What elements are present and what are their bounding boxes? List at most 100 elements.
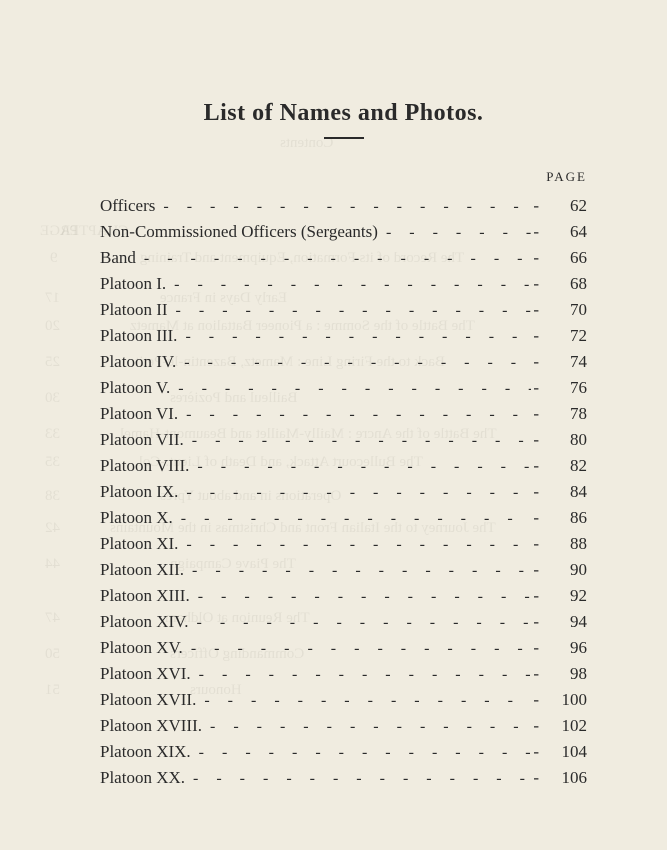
entry-trailing-dash: - (531, 661, 545, 687)
entry-label: Platoon XIII. (100, 583, 198, 609)
entry-trailing-dash: - (531, 687, 545, 713)
entry-page-number: 96 (545, 635, 587, 661)
contents-entry: Platoon X.---------------------86 (100, 505, 587, 531)
ghost-text: 30 (45, 390, 60, 407)
entry-trailing-dash: - (531, 765, 545, 791)
entry-page-number: 106 (545, 765, 587, 791)
entry-label: Platoon X. (100, 505, 181, 531)
entry-page-number: 92 (545, 583, 587, 609)
contents-entry: Platoon II---------------------70 (100, 297, 587, 323)
entry-page-number: 86 (545, 505, 587, 531)
contents-entry: Platoon V.---------------------76 (100, 375, 587, 401)
ghost-text: 47 (45, 610, 60, 627)
entry-leader: -------------------- (210, 714, 531, 740)
entry-leader: -------------------- (181, 506, 532, 532)
contents-entry: Platoon VII.---------------------80 (100, 427, 587, 453)
entry-leader: -------------------- (197, 454, 531, 480)
entry-page-number: 76 (545, 375, 587, 401)
page-column-header: PAGE (100, 169, 587, 185)
entry-page-number: 72 (545, 323, 587, 349)
contents-entry: Platoon XIV.---------------------94 (100, 609, 587, 635)
entry-trailing-dash: - (531, 427, 545, 453)
entry-trailing-dash: - (531, 531, 545, 557)
entry-label: Platoon VIII. (100, 453, 197, 479)
entry-leader: -------------------- (198, 584, 532, 610)
entry-leader: -------------------- (192, 558, 531, 584)
entry-trailing-dash: - (531, 219, 545, 245)
entry-trailing-dash: - (531, 505, 545, 531)
ghost-text: 50 (45, 646, 60, 663)
entry-leader: -------------------- (196, 610, 531, 636)
ghost-text: 42 (45, 520, 60, 537)
entry-trailing-dash: - (531, 349, 545, 375)
entry-trailing-dash: - (531, 193, 545, 219)
entry-trailing-dash: - (531, 271, 545, 297)
entry-label: Platoon II (100, 297, 176, 323)
entry-trailing-dash: - (531, 635, 545, 661)
contents-page: List of Names and Photos. PAGE Officers-… (0, 0, 667, 850)
contents-entry: Platoon XIX.---------------------104 (100, 739, 587, 765)
contents-entry: Platoon XVIII.---------------------102 (100, 713, 587, 739)
contents-entry: Platoon III.---------------------72 (100, 323, 587, 349)
contents-entry: Platoon XI.---------------------88 (100, 531, 587, 557)
contents-entry: Platoon XII.---------------------90 (100, 557, 587, 583)
entry-label: Platoon XII. (100, 557, 192, 583)
entry-leader: -------------------- (386, 220, 531, 246)
contents-entry: Non-Commissioned Officers (Sergeants)---… (100, 219, 587, 245)
entry-page-number: 94 (545, 609, 587, 635)
entry-page-number: 90 (545, 557, 587, 583)
entry-label: Platoon XVI. (100, 661, 199, 687)
entry-trailing-dash: - (531, 297, 545, 323)
entry-trailing-dash: - (531, 323, 545, 349)
page-title: List of Names and Photos. (100, 100, 587, 127)
entry-leader: -------------------- (192, 428, 532, 454)
contents-entry: Platoon XV.---------------------96 (100, 635, 587, 661)
entry-leader: -------------------- (193, 766, 531, 792)
title-rule (324, 137, 364, 139)
entry-page-number: 98 (545, 661, 587, 687)
entry-label: Non-Commissioned Officers (Sergeants) (100, 219, 386, 245)
entry-trailing-dash: - (531, 453, 545, 479)
entry-label: Platoon I. (100, 271, 174, 297)
entry-leader: -------------------- (176, 298, 532, 324)
entry-label: Platoon XI. (100, 531, 186, 557)
entry-page-number: 102 (545, 713, 587, 739)
contents-entry: Platoon XX.---------------------106 (100, 765, 587, 791)
ghost-text: 35 (45, 454, 60, 471)
entry-page-number: 74 (545, 349, 587, 375)
entry-trailing-dash: - (531, 401, 545, 427)
entry-page-number: 88 (545, 531, 587, 557)
entry-leader: -------------------- (184, 350, 531, 376)
contents-list: Officers---------------------62Non-Commi… (100, 193, 587, 791)
entry-trailing-dash: - (531, 557, 545, 583)
entry-trailing-dash: - (531, 245, 545, 271)
entry-label: Platoon XVIII. (100, 713, 210, 739)
ghost-text: 9 (50, 250, 58, 267)
contents-entry: Platoon XVII.---------------------100 (100, 687, 587, 713)
ghost-text: 17 (45, 290, 60, 307)
contents-entry: Platoon XVI.---------------------98 (100, 661, 587, 687)
ghost-text: 38 (45, 488, 60, 505)
contents-entry: Platoon IX.---------------------84 (100, 479, 587, 505)
contents-entry: Band---------------------66 (100, 245, 587, 271)
entry-page-number: 104 (545, 739, 587, 765)
ghost-text: 51 (45, 682, 60, 699)
entry-label: Platoon XIV. (100, 609, 196, 635)
entry-leader: -------------------- (186, 532, 531, 558)
entry-label: Platoon XVII. (100, 687, 204, 713)
entry-page-number: 80 (545, 427, 587, 453)
entry-trailing-dash: - (531, 609, 545, 635)
entry-label: Platoon VI. (100, 401, 186, 427)
contents-entry: Platoon VIII.---------------------82 (100, 453, 587, 479)
ghost-text: PAGE (40, 223, 78, 240)
entry-label: Platoon V. (100, 375, 178, 401)
ghost-text: 20 (45, 318, 60, 335)
entry-leader: -------------------- (186, 402, 531, 428)
entry-trailing-dash: - (531, 479, 545, 505)
entry-page-number: 64 (545, 219, 587, 245)
entry-page-number: 66 (545, 245, 587, 271)
entry-trailing-dash: - (531, 713, 545, 739)
entry-label: Platoon XX. (100, 765, 193, 791)
entry-page-number: 70 (545, 297, 587, 323)
entry-page-number: 78 (545, 401, 587, 427)
